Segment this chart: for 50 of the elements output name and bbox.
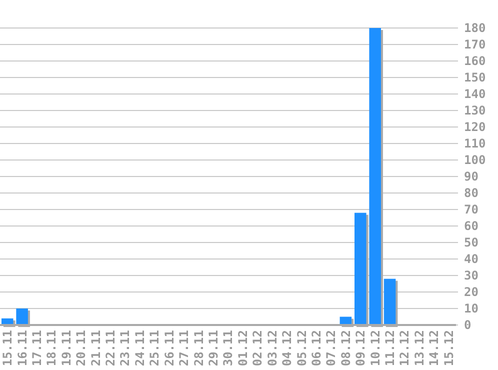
x-tick-label: 15.11 xyxy=(0,330,15,366)
y-tick-label: 140 xyxy=(464,86,486,101)
x-tick-label: 03.12 xyxy=(265,330,280,366)
y-tick-label: 150 xyxy=(464,70,486,84)
x-tick-label: 05.12 xyxy=(294,330,309,366)
y-tick-label: 170 xyxy=(464,37,486,52)
x-tick-label: 02.12 xyxy=(250,330,265,366)
x-tick-label: 06.12 xyxy=(309,330,324,366)
y-tick-label: 10 xyxy=(464,301,478,316)
x-tick-label: 12.12 xyxy=(398,330,412,366)
y-tick-label: 110 xyxy=(464,136,486,150)
y-tick-label: 90 xyxy=(464,169,478,184)
y-tick-label: 60 xyxy=(464,218,478,233)
x-tick-label: 07.12 xyxy=(324,330,338,366)
x-tick-label: 26.11 xyxy=(162,330,176,366)
y-tick-label: 100 xyxy=(464,152,486,167)
y-tick-label: 40 xyxy=(464,252,478,266)
x-tick-label: 18.11 xyxy=(44,330,59,366)
x-tick-label: 23.11 xyxy=(118,330,132,366)
x-tick-label: 21.11 xyxy=(88,330,103,366)
x-tick-label: 13.12 xyxy=(412,330,426,366)
x-tick-label: 10.12 xyxy=(368,330,382,366)
x-tick-label: 15.12 xyxy=(442,330,456,366)
x-tick-label: 19.11 xyxy=(59,330,74,366)
x-tick-label: 14.12 xyxy=(427,330,442,366)
x-tick-label: 01.12 xyxy=(236,330,250,366)
x-tick-label: 11.12 xyxy=(383,330,398,366)
y-tick-label: 80 xyxy=(464,186,478,200)
y-tick-label: 0 xyxy=(464,318,472,332)
y-tick-label: 120 xyxy=(464,120,486,134)
x-tick-label: 08.12 xyxy=(338,330,353,366)
y-tick-label: 50 xyxy=(464,235,478,250)
x-tick-label: 22.11 xyxy=(104,330,118,366)
x-tick-label: 16.11 xyxy=(15,330,30,366)
x-tick-label: 27.11 xyxy=(177,330,192,366)
y-tick-label: 130 xyxy=(464,103,486,118)
y-tick-label: 30 xyxy=(464,268,478,282)
x-tick-label: 28.11 xyxy=(192,330,206,366)
y-tick-label: 20 xyxy=(464,284,478,299)
x-tick-label: 30.11 xyxy=(221,330,236,366)
x-tick-label: 17.11 xyxy=(30,330,44,366)
x-tick-label: 04.12 xyxy=(280,330,294,366)
x-tick-label: 24.11 xyxy=(132,330,147,366)
x-tick-label: 09.12 xyxy=(354,330,368,366)
y-tick-label: 70 xyxy=(464,202,478,216)
y-tick-label: 180 xyxy=(464,20,486,35)
y-tick-label: 160 xyxy=(464,54,486,68)
x-tick-label: 20.11 xyxy=(74,330,88,366)
x-tick-label: 29.11 xyxy=(206,330,220,366)
x-tick-label: 25.11 xyxy=(148,330,162,366)
